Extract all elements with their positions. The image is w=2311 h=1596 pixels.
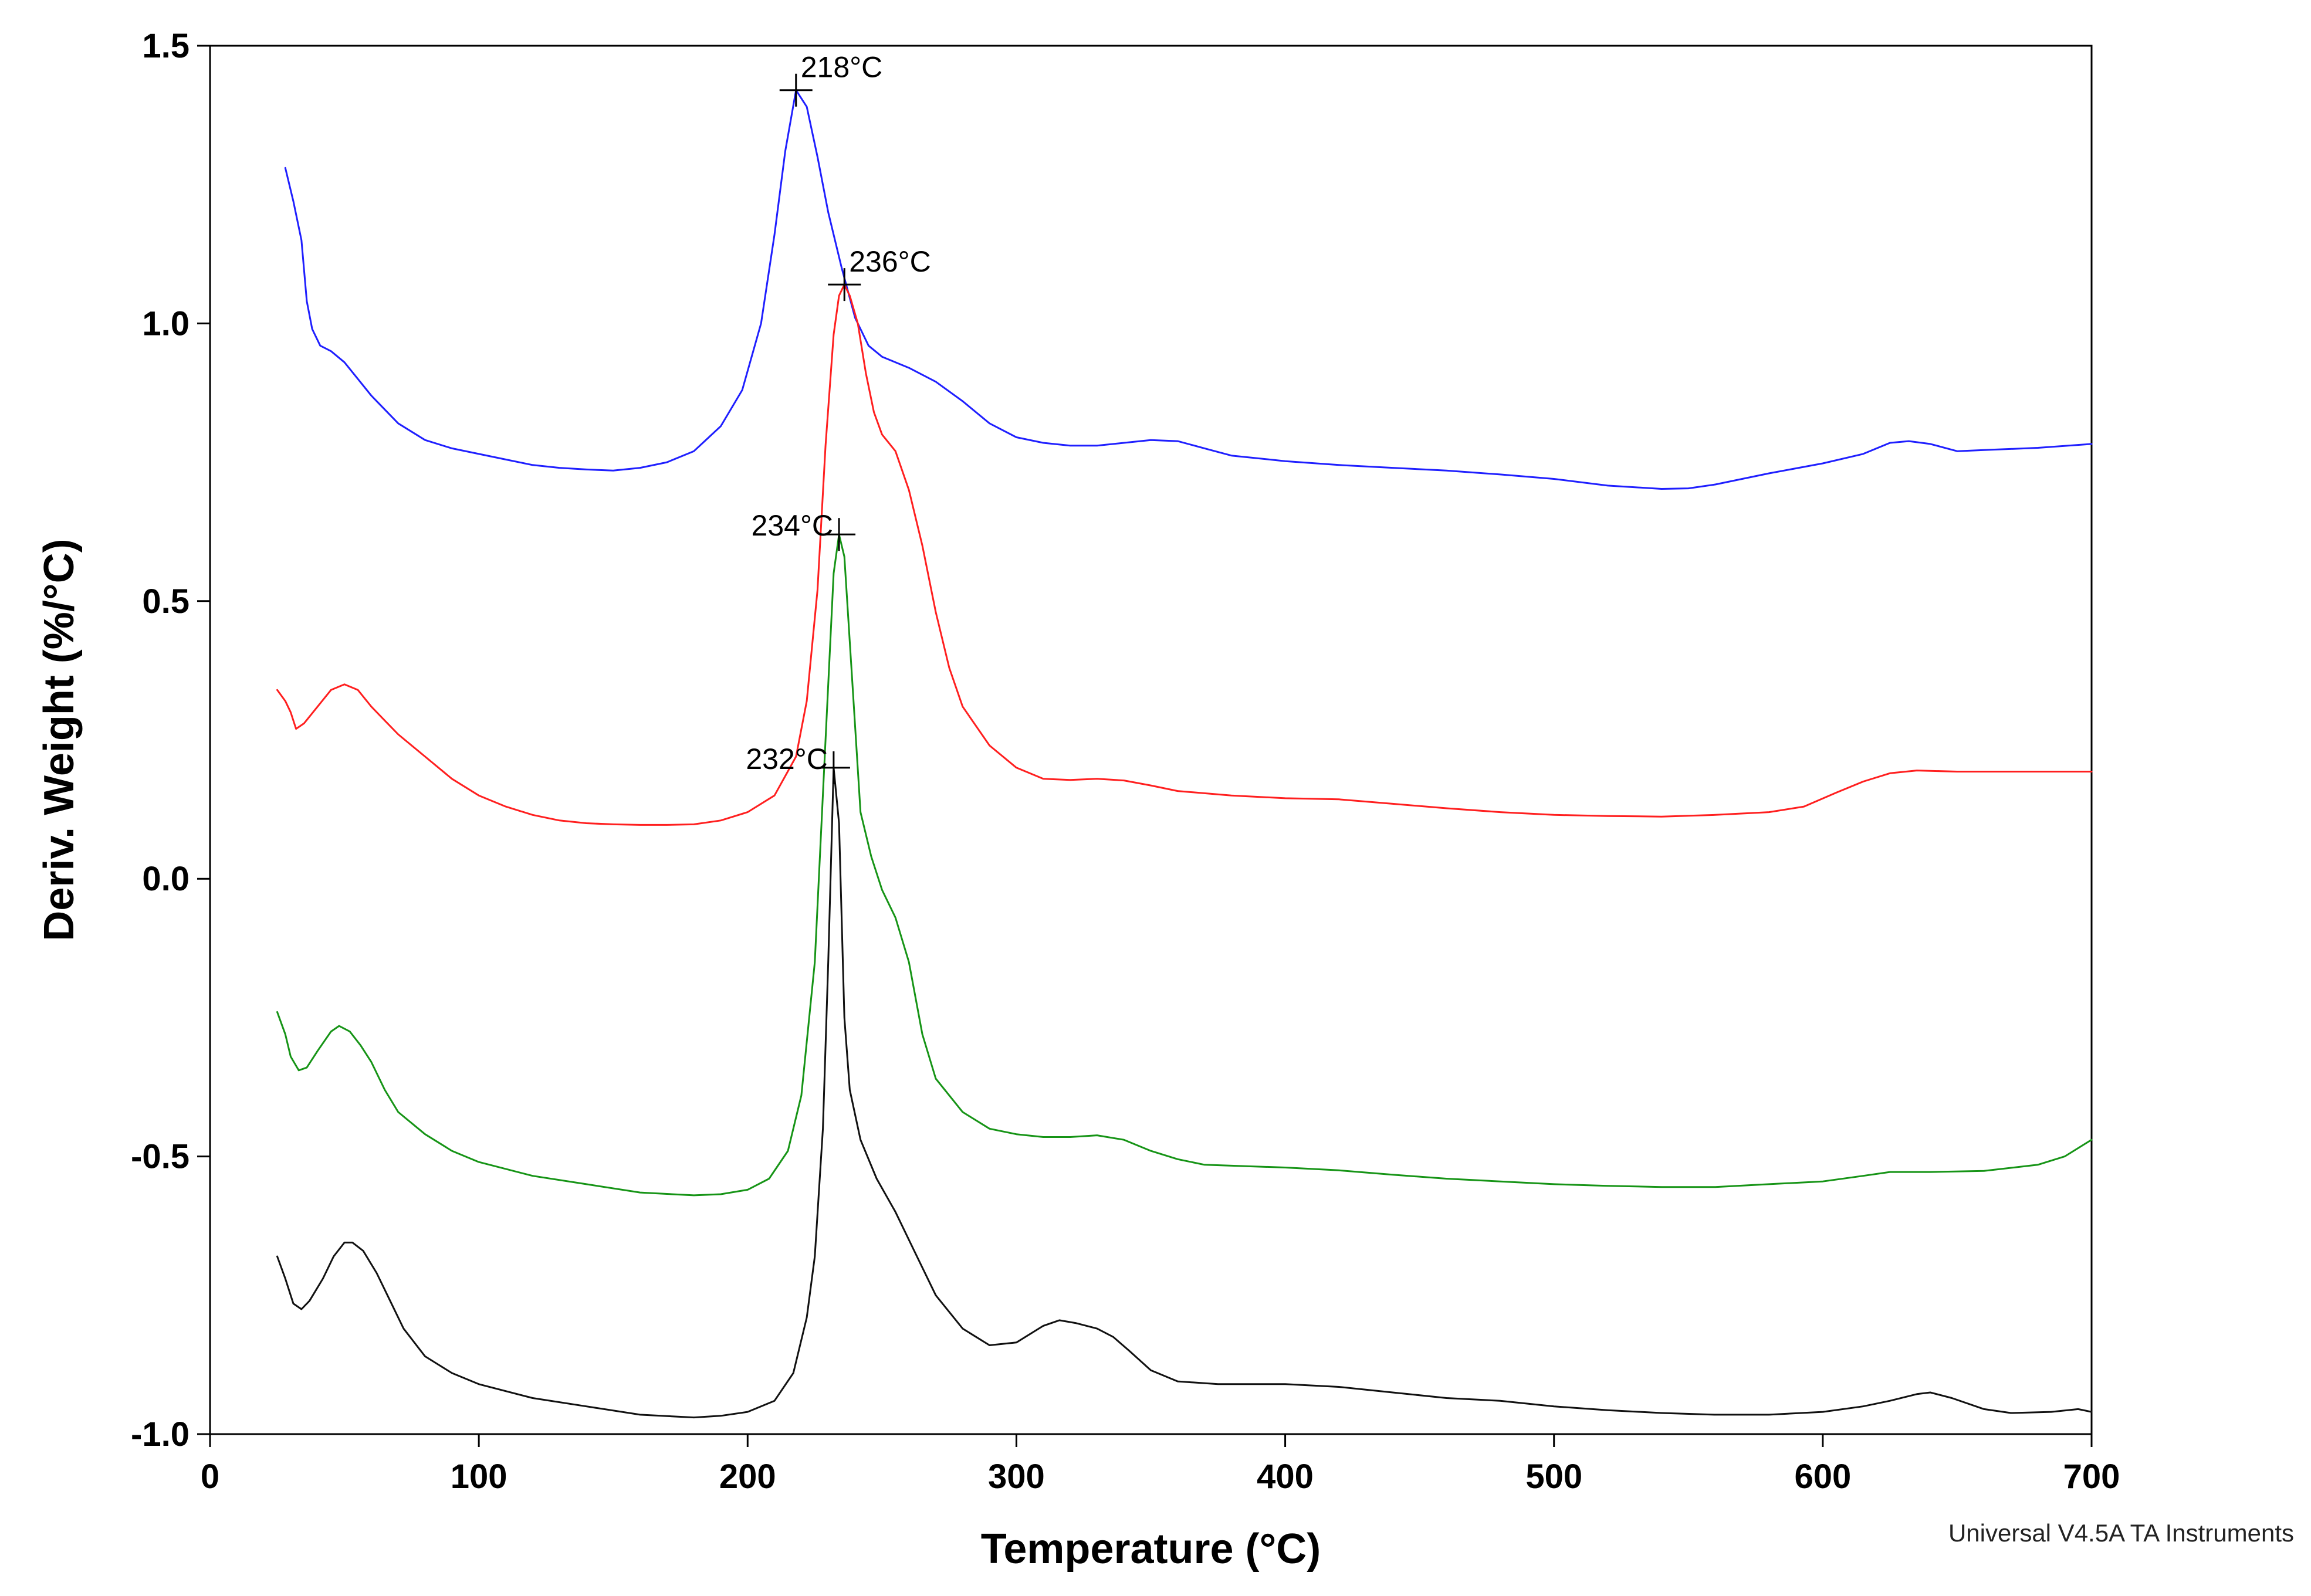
y-tick-label: 0.5 — [142, 582, 190, 621]
series-line-green — [276, 533, 2093, 1197]
x-tick-label: 500 — [1525, 1458, 1582, 1496]
y-tick-label: 1.5 — [142, 27, 190, 65]
peak-label-black: 232°C — [746, 743, 828, 775]
y-axis: -1.0 -0.5 0.0 0.5 1.0 1.5 — [131, 27, 210, 1453]
series-layer — [276, 89, 2093, 1419]
x-tick-label: 700 — [2063, 1458, 2120, 1496]
software-footer-label: Universal V4.5A TA Instruments — [1948, 1519, 2294, 1547]
peak-label-green: 234°C — [752, 509, 834, 542]
y-tick-label: 1.0 — [142, 304, 190, 343]
series-line-red — [276, 283, 2093, 826]
peak-label-red: 236°C — [849, 245, 931, 278]
peak-label-blue: 218°C — [801, 51, 883, 84]
y-tick-label: -0.5 — [131, 1138, 190, 1176]
x-tick-label: 300 — [988, 1458, 1045, 1496]
x-tick-label: 600 — [1794, 1458, 1851, 1496]
peak-marker-layer: 218°C 236°C 234°C 232°C — [746, 51, 931, 784]
plot-frame — [209, 45, 2093, 1435]
plot-area: 218°C 236°C 234°C 232°C — [209, 45, 2093, 1435]
x-axis: 0 100 200 300 400 500 600 700 — [201, 1434, 2120, 1496]
x-tick-label: 200 — [719, 1458, 776, 1496]
y-tick-label: 0.0 — [142, 860, 190, 898]
x-tick-label: 400 — [1257, 1458, 1314, 1496]
x-tick-label: 100 — [451, 1458, 507, 1496]
x-tick-label: 0 — [201, 1458, 219, 1496]
y-tick-label: -1.0 — [131, 1415, 190, 1453]
y-axis-title: Deriv. Weight (%/°C) — [36, 538, 83, 941]
series-line-blue — [284, 89, 2093, 490]
series-line-black — [276, 767, 2093, 1419]
x-axis-title: Temperature (°C) — [981, 1526, 1321, 1573]
